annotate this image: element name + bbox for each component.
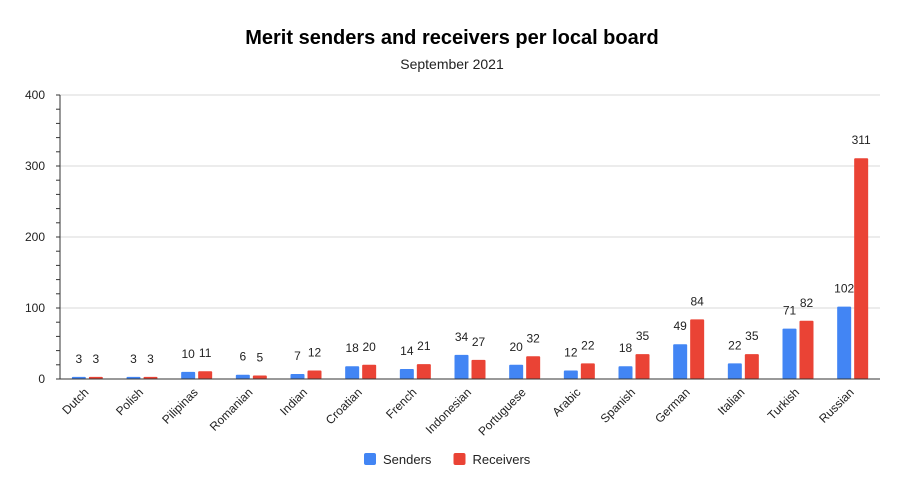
bar-receivers — [143, 376, 158, 379]
x-tick-label: Italian — [715, 385, 748, 418]
bar-senders — [563, 370, 578, 379]
data-label: 18 — [619, 341, 633, 355]
data-label: 35 — [745, 329, 759, 343]
y-tick-label: 200 — [25, 230, 45, 244]
x-tick-label: Indian — [277, 385, 310, 418]
data-label: 34 — [455, 330, 469, 344]
x-tick-label: Romanian — [207, 385, 256, 434]
data-label: 14 — [400, 344, 414, 358]
bar-senders — [345, 366, 360, 379]
chart-subtitle: September 2021 — [400, 56, 504, 72]
x-tick-label: Polish — [113, 385, 146, 418]
bar-senders — [673, 344, 688, 379]
y-tick-label: 0 — [38, 372, 45, 386]
legend-swatch — [453, 453, 466, 465]
bar-receivers — [690, 319, 705, 379]
x-tick-label: Turkish — [765, 385, 802, 422]
bar-receivers — [252, 375, 267, 379]
legend-label: Senders — [383, 452, 432, 467]
data-label: 71 — [783, 304, 797, 318]
bar-senders — [181, 371, 196, 379]
data-label: 3 — [130, 352, 137, 366]
bar-senders — [399, 369, 414, 379]
y-tick-label: 100 — [25, 301, 45, 315]
x-tick-label: German — [652, 385, 693, 426]
y-tick-label: 300 — [25, 159, 45, 173]
data-label: 102 — [834, 282, 854, 296]
bar-receivers — [88, 376, 103, 379]
data-label: 20 — [362, 340, 376, 354]
data-label: 49 — [673, 319, 687, 333]
bar-receivers — [307, 370, 322, 379]
bar-senders — [235, 374, 250, 379]
bar-receivers — [362, 364, 377, 379]
data-label: 12 — [308, 345, 322, 359]
data-label: 5 — [256, 350, 263, 364]
data-label: 27 — [472, 335, 486, 349]
data-label: 10 — [181, 347, 195, 361]
legend-label: Receivers — [473, 452, 531, 467]
data-label: 84 — [690, 294, 704, 308]
bar-receivers — [471, 359, 486, 379]
bar-receivers — [854, 158, 869, 379]
data-label: 7 — [294, 349, 301, 363]
legend-swatch — [364, 453, 376, 465]
x-tick-label: French — [383, 385, 419, 421]
data-label: 35 — [636, 329, 650, 343]
data-label: 3 — [147, 352, 154, 366]
bar-receivers — [635, 354, 650, 379]
x-tick-label: Pilipinas — [159, 385, 201, 427]
y-tick-label: 400 — [25, 88, 45, 102]
bar-receivers — [799, 320, 814, 379]
axes: 0 100 200 300 400 Dutch Polish Pilipinas Romania… — [25, 88, 880, 439]
bar-senders — [454, 354, 469, 379]
legend: Senders Receivers — [364, 452, 531, 467]
data-label: 21 — [417, 339, 431, 353]
bar-senders — [509, 364, 524, 379]
data-label: 11 — [199, 346, 212, 360]
data-label: 18 — [345, 341, 359, 355]
x-tick-label: Arabic — [550, 385, 584, 419]
bar-senders — [126, 376, 141, 379]
data-label: 22 — [581, 338, 595, 352]
x-tick-label: Croatian — [323, 385, 365, 427]
x-tick-label: Spanish — [598, 385, 639, 426]
bar-senders — [618, 366, 633, 379]
data-label: 12 — [564, 345, 578, 359]
data-label: 6 — [239, 350, 246, 364]
data-label: 22 — [728, 338, 742, 352]
bar-receivers — [744, 354, 759, 379]
x-tick-label: Indonesian — [423, 385, 474, 436]
x-tick-label: Dutch — [59, 385, 91, 417]
bar-receivers — [580, 363, 595, 379]
bar-receivers — [526, 356, 541, 379]
bar-senders — [727, 363, 742, 379]
data-label: 311 — [852, 133, 871, 147]
data-label: 3 — [92, 352, 99, 366]
data-label: 3 — [75, 352, 82, 366]
bar-receivers — [416, 364, 431, 379]
x-tick-label: Russian — [816, 385, 857, 426]
data-label: 82 — [800, 296, 814, 310]
bar-receivers — [198, 371, 213, 379]
bar-senders — [837, 306, 852, 379]
bar-senders — [782, 328, 797, 379]
x-tick-label: Portuguese — [475, 385, 529, 439]
bar-senders — [290, 374, 305, 379]
chart-title: Merit senders and receivers per local bo… — [245, 27, 659, 49]
bars — [71, 158, 869, 379]
data-label: 32 — [526, 331, 540, 345]
bar-senders — [71, 376, 86, 379]
gridlines — [60, 94, 880, 309]
data-label: 20 — [509, 340, 523, 354]
